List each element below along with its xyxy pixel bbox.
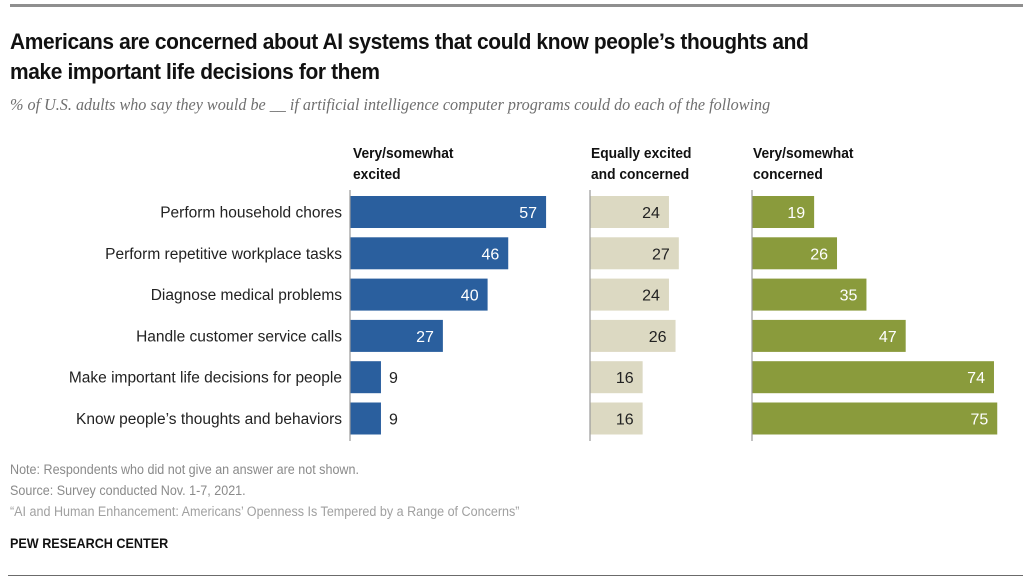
bar-equally bbox=[590, 278, 669, 311]
bar-concerned bbox=[752, 278, 867, 311]
top-rule bbox=[10, 4, 1023, 7]
bar-concerned bbox=[752, 196, 815, 228]
note-text: Note: Respondents who did not give an an… bbox=[10, 462, 359, 477]
bar-excited bbox=[350, 319, 443, 352]
category-label: Make important life decisions for people bbox=[69, 370, 342, 387]
chart-subtitle: % of U.S. adults who say they would be _… bbox=[10, 95, 771, 114]
data-label-concerned: 75 bbox=[970, 412, 988, 429]
data-label-equally: 16 bbox=[616, 412, 634, 429]
bar-excited bbox=[350, 361, 381, 394]
column-header-concerned-line-1: Very/somewhat bbox=[753, 145, 854, 162]
series-excited: 57 46 40 27 9 9 bbox=[350, 196, 547, 435]
column-header-excited-line-2: excited bbox=[353, 166, 401, 183]
data-label-equally: 24 bbox=[642, 288, 660, 305]
bar-concerned bbox=[752, 319, 906, 352]
bar-excited bbox=[350, 196, 547, 228]
series-equally: 24 27 24 26 16 16 bbox=[590, 196, 679, 435]
bar-equally bbox=[590, 402, 643, 435]
data-label-concerned: 74 bbox=[967, 370, 985, 387]
category-label: Perform household chores bbox=[160, 205, 342, 222]
data-label-concerned: 47 bbox=[879, 329, 897, 346]
category-label: Handle customer service calls bbox=[136, 328, 342, 345]
bar-concerned bbox=[752, 237, 838, 270]
bar-equally bbox=[590, 319, 676, 352]
data-label-equally: 26 bbox=[649, 329, 667, 346]
data-label-equally: 16 bbox=[616, 370, 634, 387]
category-label: Perform repetitive workplace tasks bbox=[105, 246, 342, 263]
bar-concerned bbox=[752, 402, 998, 435]
data-label-equally: 27 bbox=[652, 246, 670, 263]
data-label-excited: 9 bbox=[389, 370, 398, 387]
data-label-excited: 40 bbox=[461, 288, 479, 305]
data-label-equally: 24 bbox=[642, 205, 660, 222]
data-label-excited: 46 bbox=[481, 246, 499, 263]
column-header-excited: Very/somewhat excited bbox=[353, 143, 453, 185]
category-label: Diagnose medical problems bbox=[151, 287, 343, 304]
category-label: Know people’s thoughts and behaviors bbox=[76, 411, 342, 428]
bar-equally bbox=[590, 237, 679, 270]
data-label-excited: 57 bbox=[519, 205, 537, 222]
series-concerned: 19 26 35 47 74 75 bbox=[752, 196, 998, 435]
column-header-excited-line-1: Very/somewhat bbox=[353, 145, 454, 162]
bar-excited bbox=[350, 402, 381, 435]
chart-title-line-2: make important life decisions for them bbox=[10, 59, 380, 84]
column-header-equally-line-1: Equally excited bbox=[591, 145, 692, 162]
chart-title: Americans are concerned about AI systems… bbox=[10, 27, 949, 87]
bar-concerned bbox=[752, 361, 994, 394]
bar-equally bbox=[590, 361, 643, 394]
data-label-concerned: 26 bbox=[810, 246, 828, 263]
report-title: “AI and Human Enhancement: Americans’ Op… bbox=[10, 504, 520, 519]
column-header-concerned-line-2: concerned bbox=[753, 166, 823, 183]
chart-notes: Note: Respondents who did not give an an… bbox=[10, 459, 519, 522]
bar-excited bbox=[350, 278, 488, 311]
brand-logo-text: PEW RESEARCH CENTER bbox=[10, 535, 169, 551]
data-label-excited: 27 bbox=[416, 329, 434, 346]
source-text: Source: Survey conducted Nov. 1-7, 2021. bbox=[10, 483, 246, 498]
chart-title-line-1: Americans are concerned about AI systems… bbox=[10, 29, 809, 54]
bar-equally bbox=[590, 196, 669, 228]
column-header-concerned: Very/somewhat concerned bbox=[753, 143, 853, 185]
data-label-concerned: 35 bbox=[840, 288, 858, 305]
column-header-equally: Equally excited and concerned bbox=[591, 143, 691, 185]
bottom-rule bbox=[8, 575, 1023, 576]
data-label-concerned: 19 bbox=[787, 205, 805, 222]
data-label-excited: 9 bbox=[389, 412, 398, 429]
column-header-equally-line-2: and concerned bbox=[591, 166, 690, 183]
bar-excited bbox=[350, 237, 509, 270]
